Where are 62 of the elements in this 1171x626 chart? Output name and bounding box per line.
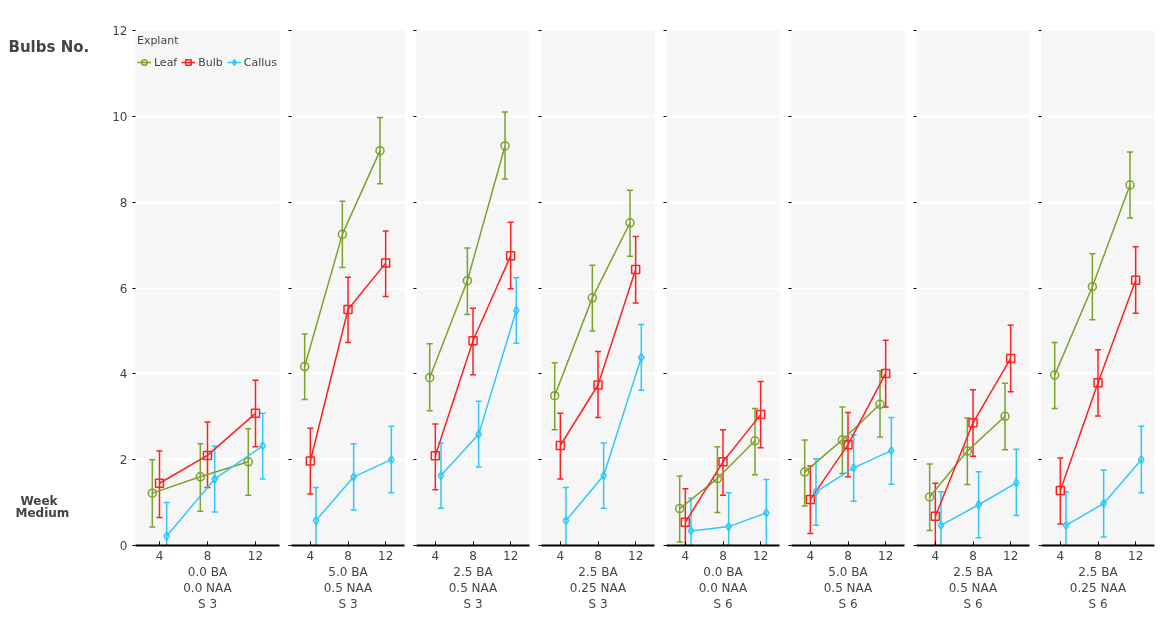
text: 0.25 NAA <box>569 580 627 595</box>
x-tick-label: 12 <box>878 548 894 563</box>
text: S 6 <box>713 596 733 611</box>
x-tick-label: 8 <box>344 548 352 563</box>
x-tick-label: 12 <box>753 548 769 563</box>
text: 5.0 BA <box>328 564 369 579</box>
x-axis-title: Week <box>20 493 59 508</box>
text: 2.5 BA <box>953 564 994 579</box>
legend-label: Leaf <box>153 55 178 69</box>
text: 2.5 BA <box>578 564 619 579</box>
text: 0.0 BA <box>187 564 228 579</box>
x-tick-label: 4 <box>806 548 815 563</box>
text: S 3 <box>588 596 608 611</box>
text: 5.0 BA <box>828 564 869 579</box>
y-tick-label: 4 <box>119 367 128 382</box>
y-axis-title: Bulbs No. <box>8 37 90 56</box>
text: S 6 <box>838 596 858 611</box>
text: S 3 <box>197 596 218 611</box>
x-tick-label: 12 <box>247 548 264 563</box>
text: 0.0 NAA <box>183 580 233 595</box>
x-tick-label: 8 <box>203 548 212 563</box>
x-tick-label: 12 <box>1128 548 1144 563</box>
y-tick-label: 12 <box>112 24 128 38</box>
x-tick-label: 8 <box>969 548 977 563</box>
x-tick-label: 4 <box>681 548 690 563</box>
x-tick-label: 12 <box>628 548 644 563</box>
y-tick-label: 2 <box>119 453 128 468</box>
x-tick-label: 8 <box>594 548 602 563</box>
text: 0.5 NAA <box>948 580 999 595</box>
legend-label: Bulb <box>198 55 223 69</box>
x-tick-label: 4 <box>431 548 440 563</box>
x-tick-label: 8 <box>469 548 477 563</box>
text: 0.0 NAA <box>698 580 749 595</box>
text: 0.5 NAA <box>823 580 874 595</box>
text: S 3 <box>463 596 483 611</box>
x-tick-label: 4 <box>306 548 315 563</box>
text: 0.5 NAA <box>323 580 374 595</box>
y-tick-label: 0 <box>119 539 128 553</box>
y-tick-label: 8 <box>119 195 128 210</box>
text: S 6 <box>1088 596 1108 611</box>
x-tick-label: 8 <box>719 548 727 563</box>
text: Medium <box>15 505 70 520</box>
x-tick-label: 12 <box>1003 548 1019 563</box>
x-tick-label: 4 <box>931 548 940 563</box>
text: 0.25 NAA <box>1069 580 1127 595</box>
text: 2.5 BA <box>453 564 494 579</box>
x-tick-label: 4 <box>155 548 164 563</box>
text: S 6 <box>963 596 983 611</box>
y-tick-label: 10 <box>112 109 128 124</box>
legend-title: Explant <box>136 34 180 47</box>
x-tick-label: 8 <box>1094 548 1102 563</box>
x-tick-label: 4 <box>556 548 565 563</box>
text: S 3 <box>338 596 358 611</box>
x-tick-label: 4 <box>1056 548 1065 563</box>
text: 2.5 BA <box>1078 564 1119 579</box>
x-tick-label: 8 <box>844 548 852 563</box>
text: 0.5 NAA <box>448 580 499 595</box>
text: 0.0 BA <box>703 564 744 579</box>
y-tick-label: 6 <box>119 281 128 296</box>
x-tick-label: 12 <box>378 548 394 563</box>
x-tick-label: 12 <box>503 548 519 563</box>
legend-label: Callus <box>243 55 278 69</box>
